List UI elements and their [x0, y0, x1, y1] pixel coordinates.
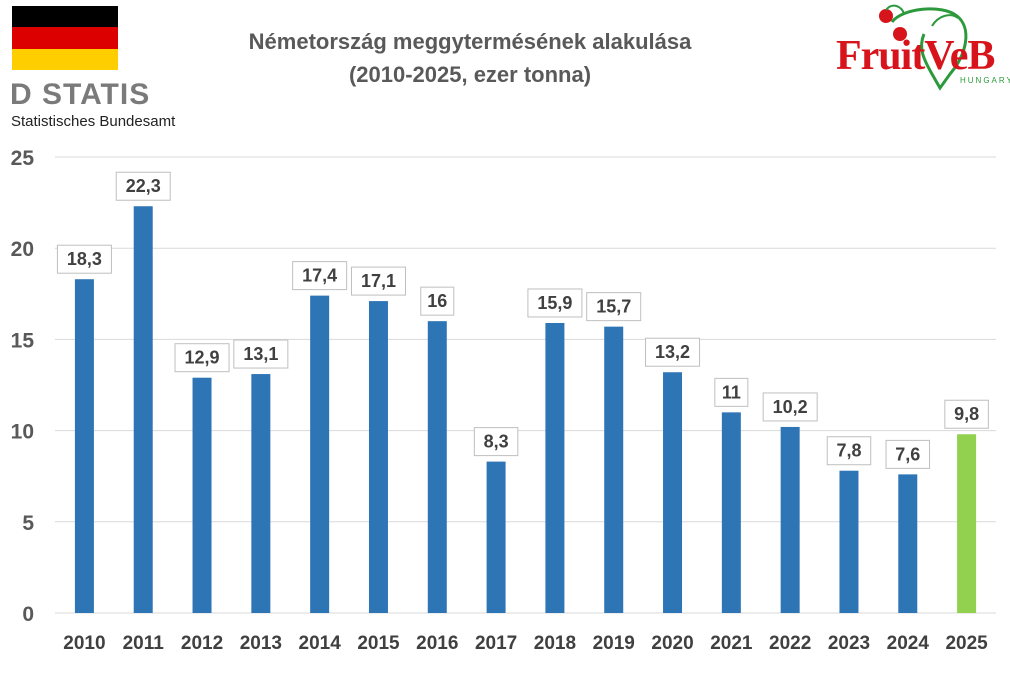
x-tick-label: 2014: [299, 633, 342, 654]
data-label-box: [586, 292, 642, 322]
bar-2014: [310, 295, 330, 613]
data-label-box: [473, 427, 519, 457]
bar-2025: [957, 434, 977, 613]
x-tick-label: 2025: [945, 633, 988, 654]
data-label-box: [350, 266, 406, 296]
destatis-logo: D STATIS: [10, 78, 151, 111]
fruitveb-graphic: [879, 4, 968, 91]
y-tick-label: 20: [11, 238, 34, 261]
data-label-box: [56, 244, 112, 274]
data-label: 22,3: [126, 176, 161, 196]
y-tick-label: 15: [11, 329, 35, 352]
data-label-box: [292, 261, 348, 291]
bar-2022: [780, 426, 800, 613]
x-tick-label: 2017: [475, 633, 517, 654]
data-label: 8,3: [484, 432, 509, 452]
data-label-box: [762, 392, 818, 422]
data-label-box: [420, 286, 455, 316]
data-label: 18,3: [67, 249, 102, 269]
fruitveb-wordmark: FruitVeB: [836, 33, 995, 79]
bar-2015: [368, 301, 388, 613]
data-label-box: [826, 436, 872, 466]
data-label-box: [714, 377, 749, 407]
x-tick-label: 2022: [769, 633, 811, 654]
x-tick-label: 2023: [828, 633, 870, 654]
y-tick-label: 10: [11, 421, 34, 444]
x-tick-label: 2018: [534, 633, 576, 654]
x-tick-label: 2010: [63, 633, 105, 654]
bar-2010: [74, 279, 94, 613]
x-tick-label: 2024: [887, 633, 930, 654]
data-label: 12,9: [185, 348, 220, 368]
bar-2019: [604, 326, 624, 613]
flag-stripe-black: [12, 6, 118, 28]
data-label: 15,9: [537, 293, 572, 313]
fruitveb-logo: FruitVeB HUNGARY: [832, 4, 1010, 96]
y-tick-label: 0: [22, 603, 34, 626]
data-label: 11: [722, 382, 741, 402]
data-label-box: [645, 337, 701, 367]
destatis-subtitle: Statistisches Bundesamt: [11, 113, 176, 130]
data-label-box: [527, 288, 583, 318]
x-tick-label: 2016: [416, 633, 458, 654]
data-label: 10,2: [773, 397, 808, 417]
x-tick-label: 2013: [240, 633, 282, 654]
data-label-box: [233, 339, 289, 369]
data-label: 15,7: [596, 297, 631, 317]
bar-2023: [839, 470, 859, 613]
x-tick-label: 2019: [593, 633, 635, 654]
x-tick-label: 2015: [357, 633, 400, 654]
data-label: 9,8: [954, 404, 979, 424]
data-label: 7,8: [836, 441, 861, 461]
bar-2012: [192, 377, 212, 613]
data-label-box: [944, 399, 989, 429]
data-label-box: [115, 171, 171, 201]
bar-2016: [427, 321, 447, 613]
bar-2011: [133, 206, 153, 614]
flag-stripe-gold: [12, 48, 118, 70]
y-tick-label: 5: [22, 512, 34, 535]
data-label: 13,2: [655, 342, 690, 362]
data-label: 7,6: [895, 444, 920, 464]
data-label: 16: [427, 291, 447, 311]
bar-2021: [721, 412, 741, 613]
bar-2013: [251, 374, 271, 613]
y-tick-label: 25: [11, 147, 35, 170]
data-label-box: [174, 343, 230, 373]
bar-2017: [486, 461, 506, 613]
flag-stripe-red: [12, 27, 118, 49]
fruitveb-hungary: HUNGARY: [960, 76, 1010, 85]
x-tick-label: 2020: [651, 633, 693, 654]
x-tick-label: 2011: [123, 633, 165, 654]
x-tick-label: 2012: [181, 633, 223, 654]
bar-2020: [663, 372, 683, 613]
data-label: 17,4: [302, 266, 337, 286]
data-label: 13,1: [243, 344, 278, 364]
x-tick-label: 2021: [710, 633, 753, 654]
bar-2024: [898, 474, 918, 613]
data-label: 17,1: [361, 271, 396, 291]
germany-flag: [12, 6, 118, 70]
chart-title: Németország meggytermésének alakulása: [248, 29, 692, 54]
data-label-box: [885, 439, 931, 469]
bar-2018: [545, 322, 565, 613]
chart-subtitle: (2010-2025, ezer tonna): [348, 62, 592, 87]
